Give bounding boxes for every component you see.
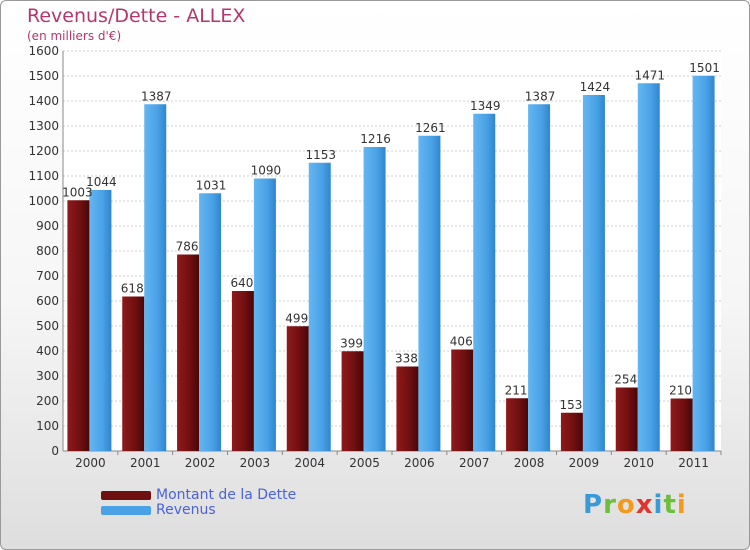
bar-debt: [670, 398, 693, 451]
bar-debt: [286, 326, 309, 451]
chart-subtitle: (en milliers d'€): [27, 29, 122, 43]
bar-revenus: [528, 104, 551, 451]
bar-debt: [341, 351, 364, 451]
x-tick-label: 2002: [185, 456, 216, 470]
bar-debt: [451, 349, 474, 451]
y-tick-label: 300: [36, 369, 59, 383]
logo-letter: x: [635, 490, 654, 520]
proxiti-logo: Proxiti: [583, 490, 687, 520]
x-tick-label: 2000: [75, 456, 106, 470]
bar-revenus: [473, 113, 496, 451]
y-tick-label: 700: [36, 269, 59, 283]
y-tick-label: 1300: [28, 119, 59, 133]
bar-revenus: [253, 178, 276, 451]
data-label-debt: 1003: [62, 185, 93, 199]
data-label-revenus: 1387: [141, 89, 172, 103]
bar-debt: [560, 412, 583, 451]
y-tick-label: 1100: [28, 169, 59, 183]
bar-debt: [231, 291, 254, 451]
bar-debt: [615, 387, 638, 451]
data-label-debt: 618: [121, 282, 144, 296]
data-label-debt: 338: [395, 352, 418, 366]
data-label-debt: 786: [176, 240, 199, 254]
bar-revenus: [308, 162, 331, 451]
data-label-debt: 210: [669, 384, 692, 398]
bar-revenus: [199, 193, 222, 451]
data-label-revenus: 1424: [580, 80, 611, 94]
x-tick-label: 2005: [349, 456, 380, 470]
logo-letter: i: [653, 490, 664, 520]
data-label-revenus: 1216: [360, 132, 391, 146]
bar-revenus: [363, 147, 386, 451]
bar-debt: [67, 200, 90, 451]
data-label-debt: 499: [285, 311, 308, 325]
logo-letter: i: [676, 490, 687, 520]
data-label-revenus: 1349: [470, 99, 501, 113]
y-tick-label: 1200: [28, 144, 59, 158]
y-tick-label: 1500: [28, 69, 59, 83]
bar-debt: [177, 254, 200, 451]
logo-letter: P: [583, 490, 604, 520]
y-tick-label: 1400: [28, 94, 59, 108]
y-tick-label: 800: [36, 244, 59, 258]
data-label-debt: 640: [230, 276, 253, 290]
x-tick-label: 2006: [404, 456, 435, 470]
data-label-revenus: 1044: [86, 175, 117, 189]
y-tick-label: 0: [51, 444, 59, 458]
y-tick-label: 100: [36, 419, 59, 433]
legend-item-revenus: Revenus: [101, 502, 216, 518]
y-tick-label: 500: [36, 319, 59, 333]
x-tick-label: 2008: [514, 456, 545, 470]
x-tick-label: 2007: [459, 456, 490, 470]
logo-letter: t: [663, 490, 677, 520]
legend-swatch-revenus: [101, 505, 151, 515]
bar-revenus: [692, 75, 715, 451]
x-tick-label: 2001: [130, 456, 161, 470]
y-tick-label: 900: [36, 219, 59, 233]
chart-title: Revenus/Dette - ALLEX: [27, 5, 246, 27]
data-label-debt: 254: [614, 373, 637, 387]
x-tick-label: 2011: [678, 456, 709, 470]
data-label-revenus: 1153: [305, 148, 336, 162]
x-tick-label: 2010: [623, 456, 654, 470]
bar-revenus: [637, 83, 660, 451]
bar-debt: [506, 398, 529, 451]
bar-revenus: [144, 104, 167, 451]
logo-letter: o: [616, 490, 636, 520]
data-label-revenus: 1031: [196, 178, 227, 192]
data-label-debt: 211: [505, 383, 528, 397]
x-tick-label: 2009: [569, 456, 600, 470]
y-tick-label: 600: [36, 294, 59, 308]
bar-debt: [396, 366, 419, 451]
data-label-revenus: 1501: [689, 61, 720, 75]
x-tick-label: 2003: [240, 456, 271, 470]
y-tick-label: 1000: [28, 194, 59, 208]
y-tick-label: 200: [36, 394, 59, 408]
legend-swatch-debt: [101, 490, 151, 500]
data-label-revenus: 1471: [634, 68, 665, 82]
data-label-debt: 399: [340, 336, 363, 350]
data-label-revenus: 1261: [415, 121, 446, 135]
bar-revenus: [582, 95, 605, 451]
data-label-debt: 153: [559, 398, 582, 412]
legend-label-revenus: Revenus: [156, 502, 216, 518]
bar-revenus: [418, 135, 441, 451]
bar-debt: [122, 296, 145, 451]
data-label-revenus: 1090: [251, 164, 282, 178]
x-tick-label: 2004: [294, 456, 325, 470]
logo-letter: r: [603, 490, 617, 520]
bar-revenus: [89, 190, 112, 451]
legend-label-debt: Montant de la Dette: [156, 487, 297, 503]
data-label-debt: 406: [450, 335, 473, 349]
data-label-revenus: 1387: [525, 89, 556, 103]
legend-item-debt: Montant de la Dette: [101, 487, 296, 503]
y-tick-label: 400: [36, 344, 59, 358]
y-tick-label: 1600: [28, 44, 59, 58]
